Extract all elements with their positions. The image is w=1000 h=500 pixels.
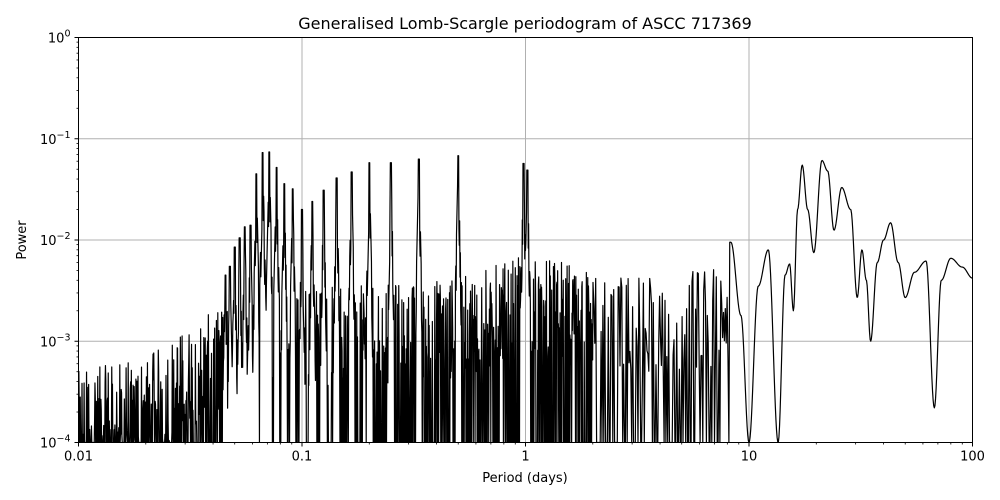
x-tick-label: 1 [521,450,529,465]
y-tick-labels: 100 10−1 10−2 10−3 10−4 [40,29,71,452]
y-tick-label: 10−4 [40,434,71,452]
y-tick-label: 100 [48,29,71,47]
y-tick-label: 10−3 [40,332,71,350]
y-axis-label: Power [15,220,30,260]
x-axis-label: Period (days) [482,471,568,486]
x-tick-label: 10 [741,450,758,465]
x-tick-label: 0.01 [64,450,93,465]
periodogram-line [78,151,973,443]
axis-ticks [74,37,973,447]
chart-title: Generalised Lomb-Scargle periodogram of … [298,14,752,33]
y-tick-label: 10−2 [40,231,71,249]
y-tick-label: 10−1 [40,130,71,148]
x-tick-label: 0.1 [292,450,313,465]
x-tick-labels: 0.01 0.1 1 10 100 [64,450,985,465]
x-tick-label: 100 [960,450,985,465]
power-curve [78,151,973,443]
